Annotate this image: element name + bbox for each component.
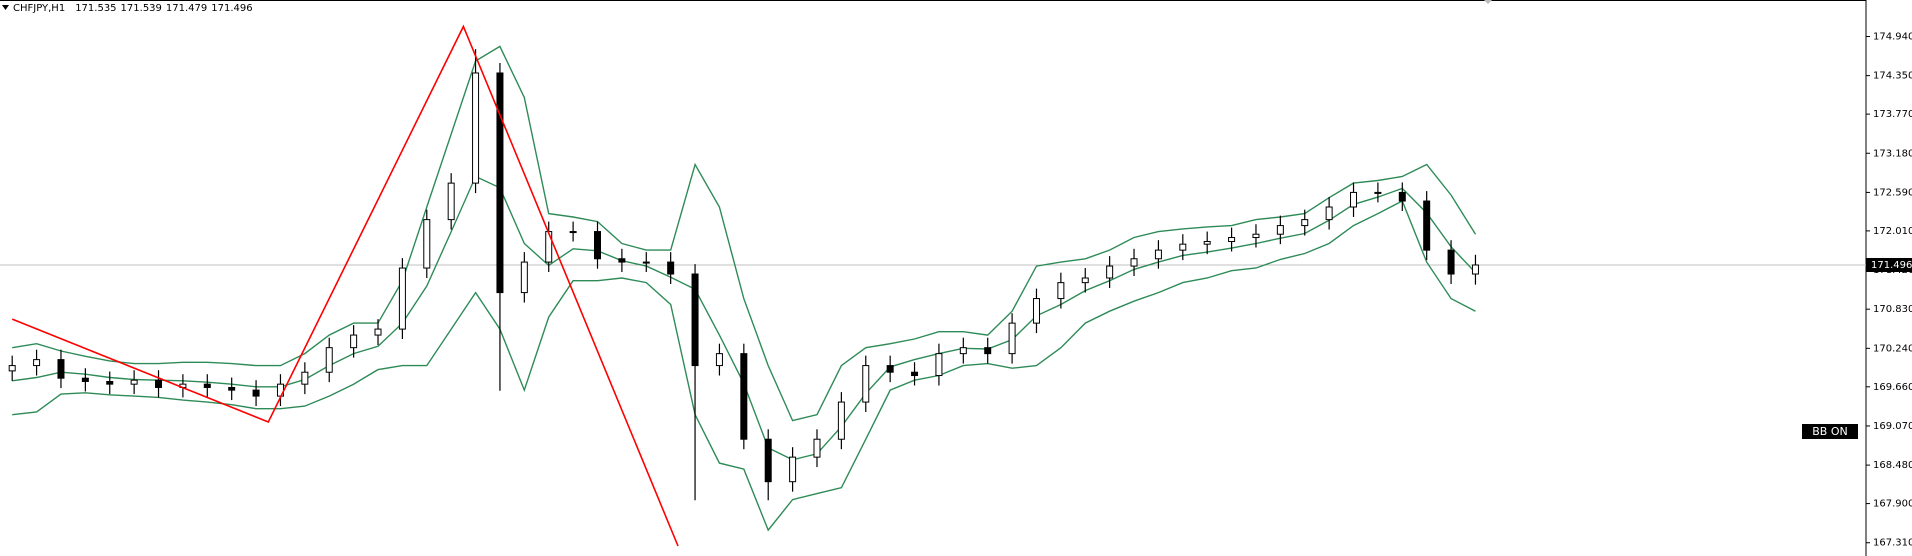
- candle-body: [1276, 225, 1284, 235]
- candle-body: [1228, 237, 1236, 243]
- candle-body: [203, 383, 211, 388]
- candle-body: [667, 261, 675, 275]
- header-value: 171.496: [211, 3, 252, 14]
- candle-body: [1447, 249, 1455, 275]
- y-tick-label: 174.350: [1873, 71, 1912, 82]
- candle-body: [472, 72, 480, 184]
- candle-body: [57, 359, 65, 379]
- candle-body: [618, 258, 626, 263]
- candle-body: [350, 334, 358, 349]
- y-tick-label: 168.480: [1873, 460, 1912, 471]
- candle-body: [447, 182, 455, 221]
- candle-body: [911, 371, 919, 377]
- candle-body: [1252, 233, 1260, 239]
- candle-body: [1374, 191, 1382, 194]
- y-tick-label: 170.240: [1873, 343, 1912, 354]
- y-tick-label: 174.940: [1873, 31, 1912, 42]
- candle-body: [1423, 200, 1431, 251]
- candle-body: [789, 456, 797, 483]
- candle-body: [301, 371, 309, 385]
- candle-body: [935, 353, 943, 377]
- candle-body: [1471, 264, 1479, 275]
- candle-body: [8, 365, 16, 372]
- candle-body: [1081, 277, 1089, 284]
- candle-body: [740, 353, 748, 440]
- candle-body: [1106, 265, 1114, 279]
- candle-body: [252, 389, 260, 397]
- candle-body: [862, 365, 870, 403]
- candle-body: [130, 379, 138, 385]
- y-tick-label: 172.590: [1873, 187, 1912, 198]
- candle-body: [1350, 191, 1358, 208]
- y-tick-label: 169.070: [1873, 421, 1912, 432]
- bollinger-lower: [12, 200, 1476, 532]
- y-tick-label: 173.180: [1873, 148, 1912, 159]
- y-tick-label: 173.770: [1873, 109, 1912, 120]
- candle-body: [813, 438, 821, 458]
- bollinger-upper: [12, 45, 1477, 422]
- bb-button[interactable]: [1802, 424, 1858, 439]
- candle-body: [1203, 241, 1211, 245]
- candle-body: [1130, 258, 1138, 267]
- candle-body: [1057, 282, 1065, 300]
- candle-body: [764, 438, 772, 483]
- menu-arrow[interactable]: [2, 5, 9, 10]
- candle-body: [374, 328, 382, 336]
- candle-body: [1301, 219, 1309, 227]
- candle-body: [520, 261, 528, 294]
- y-tick-label: 172.010: [1873, 226, 1912, 237]
- header-value: 171.539: [121, 3, 162, 14]
- candle-body: [155, 379, 163, 388]
- candle-body: [1325, 206, 1333, 221]
- candle-body: [423, 219, 431, 269]
- candle-body: [398, 267, 406, 330]
- chart-header: CHFJPY,H1 171.535 171.539 171.479 171.496: [13, 3, 253, 14]
- candle-body: [81, 377, 89, 383]
- candle-body: [691, 273, 699, 367]
- candle-body: [228, 386, 236, 391]
- candle-body: [496, 72, 504, 294]
- y-tick-label: 167.900: [1873, 499, 1912, 510]
- symbol: CHFJPY,H1: [13, 3, 65, 14]
- candle-body: [106, 381, 114, 385]
- y-tick-label: 167.310: [1873, 538, 1912, 549]
- candle-body: [1154, 249, 1162, 260]
- candle-body: [33, 359, 41, 367]
- plot-area: [0, 24, 1866, 547]
- candle-body: [715, 353, 723, 367]
- price-tag-label: 171.496: [1871, 260, 1912, 271]
- candle-body: [1008, 322, 1016, 355]
- y-tick-label: 169.660: [1873, 382, 1912, 393]
- candle-body: [642, 261, 650, 264]
- candle-body: [959, 347, 967, 355]
- candle-body: [1398, 191, 1406, 202]
- candle-body: [1179, 243, 1187, 251]
- scroll-marker: [1484, 0, 1492, 4]
- candle-body: [569, 231, 577, 234]
- candle-body: [837, 401, 845, 440]
- candle-body: [1032, 298, 1040, 324]
- candle-body: [984, 347, 992, 355]
- candle-body: [325, 347, 333, 373]
- price-tag: [1866, 257, 1912, 272]
- bb-button-label[interactable]: BB ON: [1812, 425, 1847, 438]
- candle-body: [594, 231, 601, 260]
- header-value: 171.535: [75, 3, 116, 14]
- y-tick-label: 170.830: [1873, 304, 1912, 315]
- candle-body: [886, 365, 894, 373]
- zigzag-line: [11, 24, 679, 547]
- header-value: 171.479: [166, 3, 207, 14]
